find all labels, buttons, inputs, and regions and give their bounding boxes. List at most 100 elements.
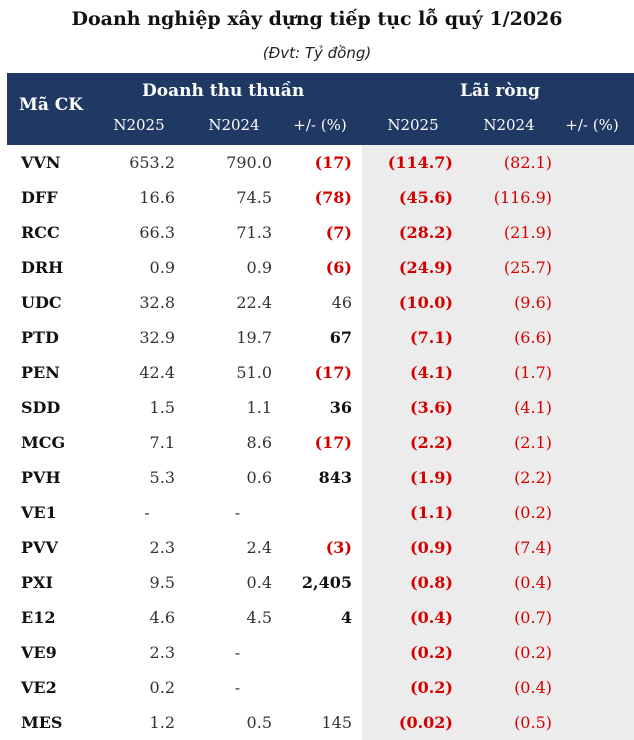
- revenue-n2025: 16.6: [139, 188, 175, 207]
- header-revenue-n2024: N2024: [208, 116, 260, 134]
- revenue-n2024: -: [234, 643, 241, 662]
- ticker-code: PVH: [21, 468, 61, 487]
- unit-subtitle: (Đvt: Tỷ đồng): [262, 44, 372, 62]
- ticker-code: MES: [21, 713, 63, 732]
- revenue-n2024: 0.6: [246, 468, 272, 487]
- header-profit-n2025: N2025: [387, 116, 439, 134]
- net-profit-n2025: (7.1): [410, 328, 453, 347]
- net-profit-n2025: (45.6): [398, 188, 453, 207]
- revenue-change-pct: (7): [325, 223, 352, 242]
- revenue-n2024: 8.6: [246, 433, 272, 452]
- net-profit-n2025: (0.2): [410, 643, 453, 662]
- table-row: MCG 7.1 8.6 (17) (2.2) (2.1): [7, 425, 634, 460]
- table-row: VE1 - - (1.1) (0.2): [7, 495, 634, 530]
- net-profit-n2024: (0.7): [514, 608, 552, 627]
- revenue-n2024: 4.5: [246, 608, 272, 627]
- revenue-n2024: 0.5: [246, 713, 272, 732]
- ticker-code: PEN: [21, 363, 60, 382]
- header-profit-change: +/- (%): [565, 116, 619, 134]
- ticker-code: UDC: [21, 293, 62, 312]
- revenue-n2024: -: [234, 678, 241, 697]
- revenue-n2024: 22.4: [236, 293, 272, 312]
- revenue-n2024: 1.1: [246, 398, 272, 417]
- net-profit-n2025: (0.2): [410, 678, 453, 697]
- revenue-n2025: 2.3: [149, 538, 175, 557]
- table-row: SDD 1.5 1.1 36 (3.6) (4.1): [7, 390, 634, 425]
- table-row: PXI 9.5 0.4 2,405 (0.8) (0.4): [7, 565, 634, 600]
- ticker-code: SDD: [21, 398, 61, 417]
- ticker-code: VE9: [21, 643, 57, 662]
- revenue-change-pct: (17): [314, 433, 352, 452]
- net-profit-n2024: (0.2): [514, 643, 552, 662]
- revenue-n2025: 0.9: [149, 258, 175, 277]
- net-profit-n2024: (21.9): [503, 223, 552, 242]
- net-profit-n2025: (0.02): [398, 713, 453, 732]
- header-profit-n2024: N2024: [483, 116, 535, 134]
- revenue-change-pct: (3): [325, 538, 352, 557]
- revenue-n2025: 42.4: [139, 363, 175, 382]
- revenue-n2025: 9.5: [149, 573, 175, 592]
- revenue-n2025: 5.3: [149, 468, 175, 487]
- net-profit-n2024: (0.4): [514, 573, 552, 592]
- ticker-code: VVN: [21, 153, 61, 172]
- revenue-change-pct: 67: [329, 328, 352, 347]
- ticker-code: VE1: [21, 503, 57, 522]
- ticker-code: VE2: [21, 678, 57, 697]
- revenue-n2025: 653.2: [129, 153, 175, 172]
- net-profit-n2024: (2.1): [514, 433, 552, 452]
- revenue-n2025: 2.3: [149, 643, 175, 662]
- revenue-n2024: 0.4: [246, 573, 272, 592]
- revenue-n2025: 0.2: [149, 678, 175, 697]
- revenue-n2024: 790.0: [226, 153, 272, 172]
- ticker-code: PVV: [21, 538, 58, 557]
- revenue-n2025: 1.2: [149, 713, 175, 732]
- header-revenue-change: +/- (%): [293, 116, 347, 134]
- revenue-n2024: 71.3: [236, 223, 272, 242]
- table-row: DFF 16.6 74.5 (78) (45.6) (116.9): [7, 180, 634, 215]
- ticker-code: DRH: [21, 258, 64, 277]
- data-table: Mã CK Doanh thu thuần Lãi ròng N2025 N20…: [7, 73, 634, 740]
- revenue-change-pct: [272, 670, 352, 705]
- net-profit-n2025: (1.9): [410, 468, 453, 487]
- revenue-change-pct: (6): [325, 258, 352, 277]
- header-group-revenue: Doanh thu thuần: [142, 81, 305, 101]
- revenue-change-pct: [272, 635, 352, 670]
- ticker-code: DFF: [21, 188, 58, 207]
- revenue-change-pct: 2,405: [301, 573, 352, 592]
- net-profit-n2024: (25.7): [503, 258, 552, 277]
- revenue-change-pct: 36: [329, 398, 352, 417]
- revenue-n2025: 1.5: [149, 398, 175, 417]
- revenue-change-pct: (17): [314, 153, 352, 172]
- net-profit-n2024: (6.6): [514, 328, 552, 347]
- ticker-code: E12: [21, 608, 56, 627]
- net-profit-n2025: (1.1): [410, 503, 453, 522]
- revenue-n2024: 2.4: [246, 538, 272, 557]
- ticker-code: RCC: [21, 223, 60, 242]
- net-profit-n2024: (9.6): [514, 293, 552, 312]
- net-profit-n2025: (0.9): [410, 538, 453, 557]
- revenue-n2025: -: [144, 503, 150, 522]
- table-row: PTD 32.9 19.7 67 (7.1) (6.6): [7, 320, 634, 355]
- table-row: PVH 5.3 0.6 843 (1.9) (2.2): [7, 460, 634, 495]
- revenue-change-pct: 145: [321, 713, 352, 732]
- net-profit-n2024: (116.9): [493, 188, 552, 207]
- revenue-n2025: 4.6: [149, 608, 175, 627]
- table-row: VE2 0.2 - (0.2) (0.4): [7, 670, 634, 705]
- table-row: MES 1.2 0.5 145 (0.02) (0.5): [7, 705, 634, 740]
- revenue-n2025: 7.1: [149, 433, 175, 452]
- ticker-code: PTD: [21, 328, 59, 347]
- revenue-change-pct: (78): [314, 188, 352, 207]
- net-profit-n2024: (82.1): [503, 153, 552, 172]
- net-profit-n2024: (1.7): [514, 363, 552, 382]
- net-profit-n2025: (3.6): [410, 398, 453, 417]
- table-row: VVN 653.2 790.0 (17) (114.7) (82.1): [7, 145, 634, 180]
- revenue-change-pct: [272, 495, 352, 530]
- net-profit-n2025: (114.7): [387, 153, 453, 172]
- revenue-change-pct: 4: [340, 608, 352, 627]
- table-header: Mã CK Doanh thu thuần Lãi ròng N2025 N20…: [7, 73, 634, 145]
- ticker-code: MCG: [21, 433, 66, 452]
- table-row: E12 4.6 4.5 4 (0.4) (0.7): [7, 600, 634, 635]
- net-profit-n2025: (28.2): [398, 223, 453, 242]
- table-row: PEN 42.4 51.0 (17) (4.1) (1.7): [7, 355, 634, 390]
- revenue-change-pct: 843: [318, 468, 352, 487]
